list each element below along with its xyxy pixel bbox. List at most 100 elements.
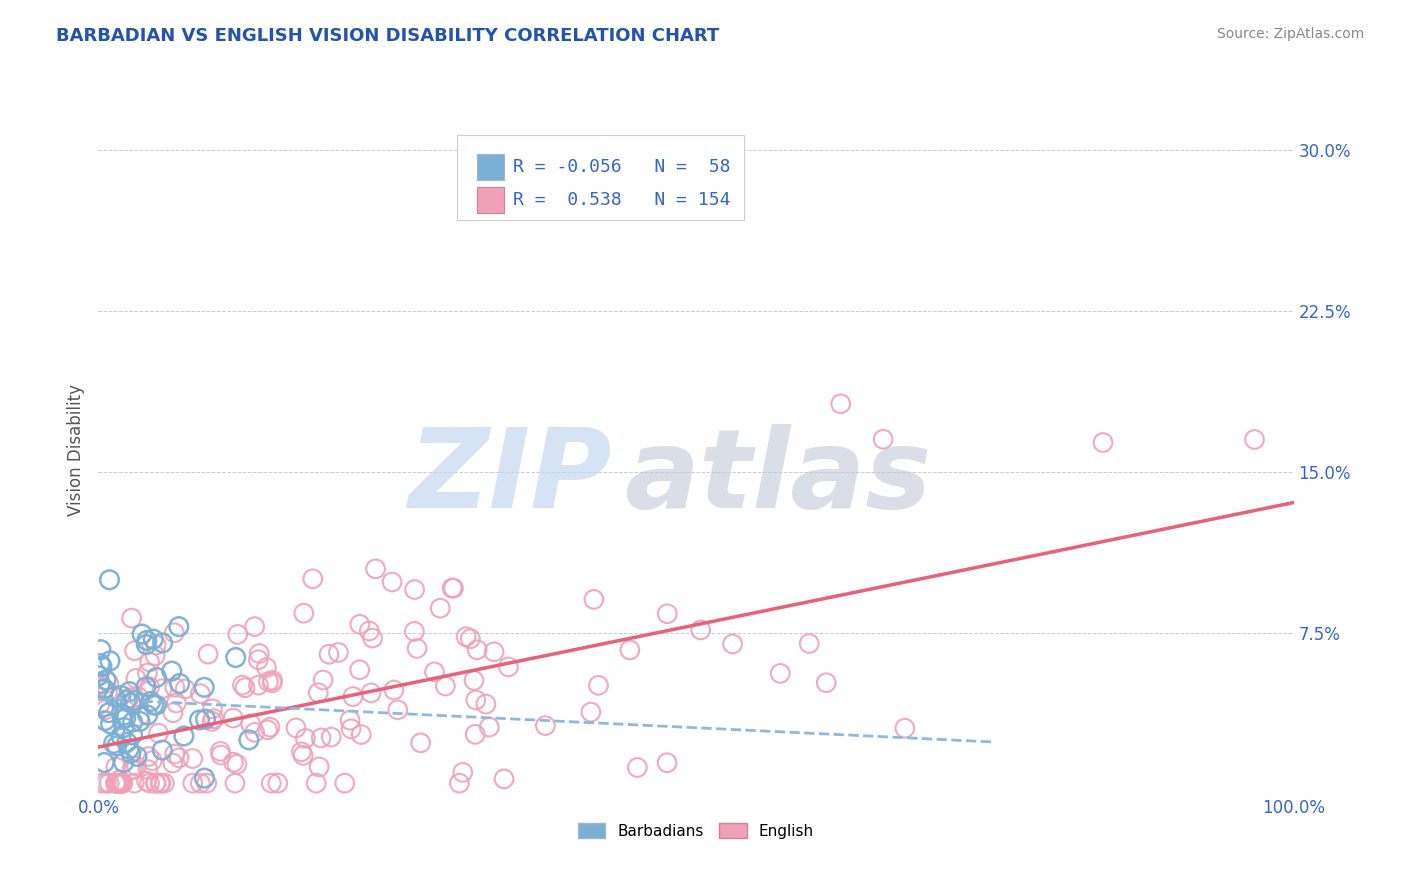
Point xyxy=(118,684,141,698)
Point xyxy=(482,645,505,659)
Point xyxy=(114,711,136,725)
Point xyxy=(434,679,457,693)
Point xyxy=(90,659,112,673)
Point xyxy=(150,743,173,757)
Point xyxy=(284,721,307,735)
Point xyxy=(188,713,211,727)
Point xyxy=(104,776,127,790)
Point xyxy=(145,776,167,790)
Point xyxy=(153,776,176,790)
Point xyxy=(94,703,117,717)
Point xyxy=(97,676,120,690)
Point xyxy=(111,712,134,726)
Point xyxy=(124,693,146,707)
Point xyxy=(257,674,280,689)
Point xyxy=(243,725,266,739)
Point xyxy=(162,706,184,720)
Point xyxy=(340,722,363,736)
Point xyxy=(243,619,266,633)
Point xyxy=(89,676,111,690)
Point xyxy=(121,763,143,777)
Point xyxy=(193,681,215,695)
Point xyxy=(247,653,270,667)
Point xyxy=(145,638,167,652)
Point xyxy=(181,751,204,765)
Point xyxy=(222,756,245,770)
Point xyxy=(619,643,641,657)
Point xyxy=(93,700,115,714)
Point xyxy=(464,727,486,741)
Point xyxy=(163,680,186,694)
Point xyxy=(174,681,197,696)
Point xyxy=(136,708,159,723)
Point xyxy=(125,672,148,686)
Point xyxy=(96,776,118,790)
Text: R = -0.056   N =  58: R = -0.056 N = 58 xyxy=(513,158,731,176)
Point xyxy=(145,698,167,712)
Point xyxy=(626,760,648,774)
Point xyxy=(209,744,232,758)
Point xyxy=(301,572,323,586)
Point xyxy=(247,678,270,692)
Point xyxy=(163,625,186,640)
Point xyxy=(1243,433,1265,447)
Point xyxy=(328,645,350,659)
Point xyxy=(112,756,135,770)
Point xyxy=(121,714,143,729)
Point xyxy=(262,675,284,690)
Point xyxy=(292,606,315,620)
Point xyxy=(120,696,142,710)
Point xyxy=(94,714,117,728)
Point xyxy=(381,574,404,589)
Point xyxy=(103,736,125,750)
Point xyxy=(449,776,471,790)
Point xyxy=(127,690,149,704)
Point xyxy=(110,689,132,703)
Point xyxy=(165,696,187,710)
Point xyxy=(201,702,224,716)
Point xyxy=(360,686,382,700)
Point xyxy=(150,776,173,790)
Point xyxy=(441,581,464,595)
Point xyxy=(894,721,917,735)
Point xyxy=(202,712,225,726)
Point xyxy=(112,721,135,735)
Point xyxy=(111,776,134,790)
Point xyxy=(110,729,132,743)
Text: BARBADIAN VS ENGLISH VISION DISABILITY CORRELATION CHART: BARBADIAN VS ENGLISH VISION DISABILITY C… xyxy=(56,27,720,45)
Point xyxy=(312,673,335,687)
Point xyxy=(163,747,186,761)
Point xyxy=(115,735,138,749)
Point xyxy=(689,623,711,637)
Point xyxy=(167,620,190,634)
Point xyxy=(247,647,270,661)
FancyBboxPatch shape xyxy=(457,135,744,220)
Point xyxy=(167,751,190,765)
Point xyxy=(173,729,195,743)
Text: Source: ZipAtlas.com: Source: ZipAtlas.com xyxy=(1216,27,1364,41)
Point xyxy=(361,631,384,645)
Point xyxy=(225,650,247,665)
Point xyxy=(262,673,284,688)
Point xyxy=(815,675,838,690)
Point xyxy=(143,648,166,663)
Point xyxy=(290,745,312,759)
Point xyxy=(454,630,477,644)
Point xyxy=(124,643,146,657)
Point xyxy=(349,617,371,632)
Point xyxy=(97,684,120,698)
Point xyxy=(128,714,150,729)
Point xyxy=(226,627,249,641)
Point xyxy=(799,636,821,650)
Point xyxy=(267,776,290,790)
Point xyxy=(135,774,157,789)
Point xyxy=(463,673,485,688)
Point xyxy=(233,681,256,695)
Point xyxy=(231,678,253,692)
Point xyxy=(588,678,610,692)
Point xyxy=(409,736,432,750)
Y-axis label: Vision Disability: Vision Disability xyxy=(66,384,84,516)
Point xyxy=(100,717,122,731)
Point xyxy=(145,671,167,685)
Point xyxy=(87,669,110,683)
